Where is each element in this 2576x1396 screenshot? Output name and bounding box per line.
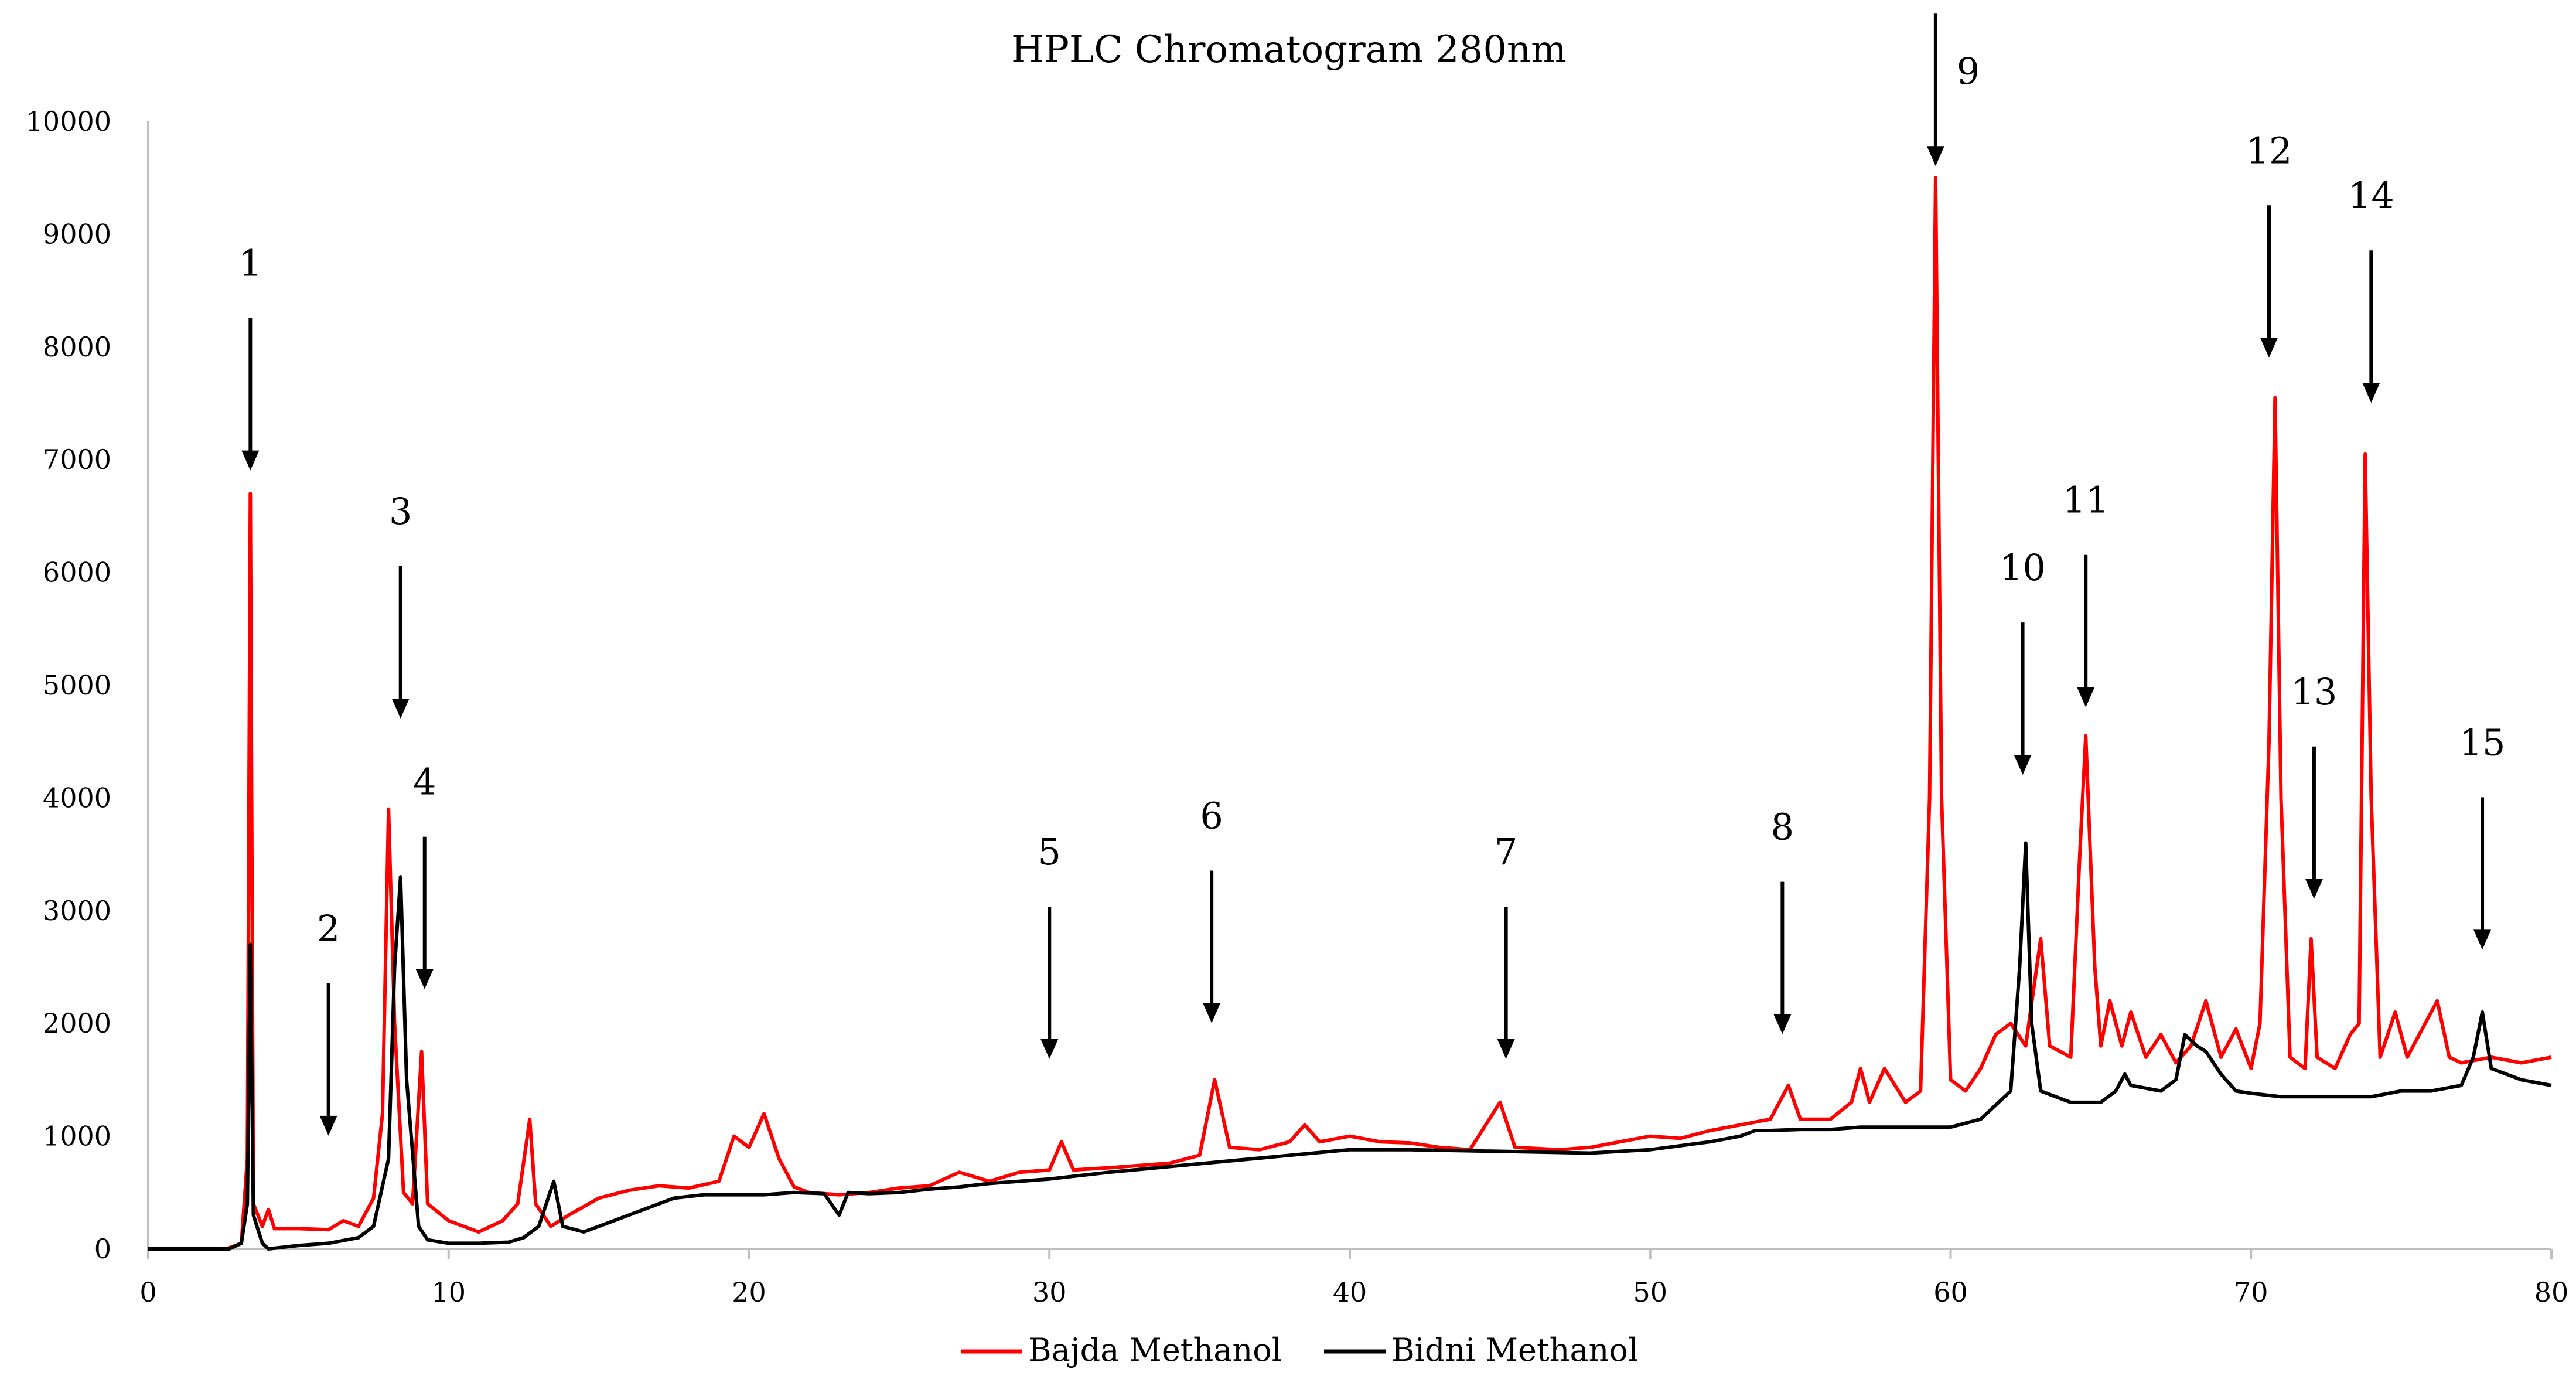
annotation-label: 15 [2459,721,2506,764]
legend: Bajda Methanol Bidni Methanol [961,1332,1638,1368]
annotation-arrow-head [2362,383,2380,403]
x-tick-label: 50 [1633,1276,1667,1308]
annotation-label: 1 [239,242,262,285]
annotation-arrow-head [415,969,434,989]
y-tick-label: 5000 [43,669,111,701]
peak-annotation: 4 [413,761,436,989]
annotation-label: 9 [1957,50,1980,93]
annotation-arrow-head [1926,146,1944,166]
y-tick-label: 9000 [43,218,111,250]
y-tick-label: 7000 [43,444,111,475]
annotation-label: 12 [2246,129,2292,172]
peak-annotation: 14 [2348,174,2394,403]
peak-annotation: 6 [1200,794,1223,1023]
annotation-arrow-head [319,1115,337,1136]
y-tick-label: 3000 [43,895,111,927]
series-line-bajda-methanol [148,176,2552,1251]
y-tick-label: 0 [94,1233,111,1265]
x-tick-label: 10 [431,1276,466,1308]
legend-label: Bajda Methanol [1028,1332,1282,1368]
x-tick-label: 80 [2534,1276,2569,1308]
y-tick-label: 6000 [43,557,111,588]
y-tick-label: 1000 [43,1121,111,1152]
y-tick-label: 4000 [43,782,111,813]
annotation-arrow-head [2014,755,2032,775]
legend-label: Bidni Methanol [1391,1332,1638,1368]
annotation-arrow-head [2260,338,2278,358]
annotation-arrow-head [2473,929,2492,950]
annotation-arrow-head [391,698,410,719]
annotation-arrow-head [241,450,260,471]
annotation-label: 14 [2348,174,2394,217]
annotation-arrow-head [2305,879,2323,899]
annotation-label: 7 [1495,830,1517,873]
x-tick-label: 30 [1032,1276,1067,1308]
x-tick-label: 20 [732,1276,766,1308]
peak-annotation: 15 [2459,721,2506,950]
annotation-arrow-head [1773,1014,1792,1034]
y-tick-label: 10000 [26,105,111,137]
peak-annotation: 11 [2063,479,2109,707]
annotation-label: 13 [2291,670,2337,713]
series-line-bidni-methanol [148,841,2552,1251]
peak-annotation: 10 [2000,546,2046,775]
y-tick-label: 2000 [43,1007,111,1039]
axes: 0 10 20 30 40 50 60 70 80 0 1000 2000 3000 4000 5000 60… [26,105,2569,1308]
x-tick-label: 70 [2234,1276,2268,1308]
x-tick-label: 40 [1333,1276,1367,1308]
peak-annotation: 7 [1495,830,1517,1060]
legend-item: Bidni Methanol [1324,1332,1638,1368]
annotation-arrow-head [1040,1039,1059,1060]
legend-item: Bajda Methanol [961,1332,1282,1368]
annotation-label: 5 [1038,830,1061,873]
annotation-label: 4 [413,761,436,803]
chart-title: HPLC Chromatogram 280nm [1011,28,1567,71]
annotation-arrow-head [2077,687,2095,707]
annotation-label: 2 [317,907,340,950]
peak-annotation: 3 [389,490,412,719]
peak-annotation: 13 [2291,670,2337,899]
peak-annotation: 2 [317,907,340,1136]
annotation-arrow-head [1497,1039,1515,1060]
series-layer [148,176,2552,1251]
peak-annotation: 5 [1038,830,1061,1060]
annotation-label: 11 [2063,479,2109,522]
peak-annotation: 12 [2246,129,2292,358]
annotation-label: 8 [1771,806,1794,849]
peak-annotation: 9 [1926,13,1980,166]
peak-annotation: 8 [1771,806,1794,1034]
y-tick-label: 8000 [43,331,111,363]
annotation-label: 6 [1200,794,1223,837]
x-tick-label: 60 [1933,1276,1968,1308]
annotation-arrow-head [1203,1003,1221,1023]
peak-annotation: 1 [239,242,262,471]
annotation-label: 10 [2000,546,2046,589]
annotation-label: 3 [389,490,412,533]
x-tick-label: 0 [139,1276,156,1308]
